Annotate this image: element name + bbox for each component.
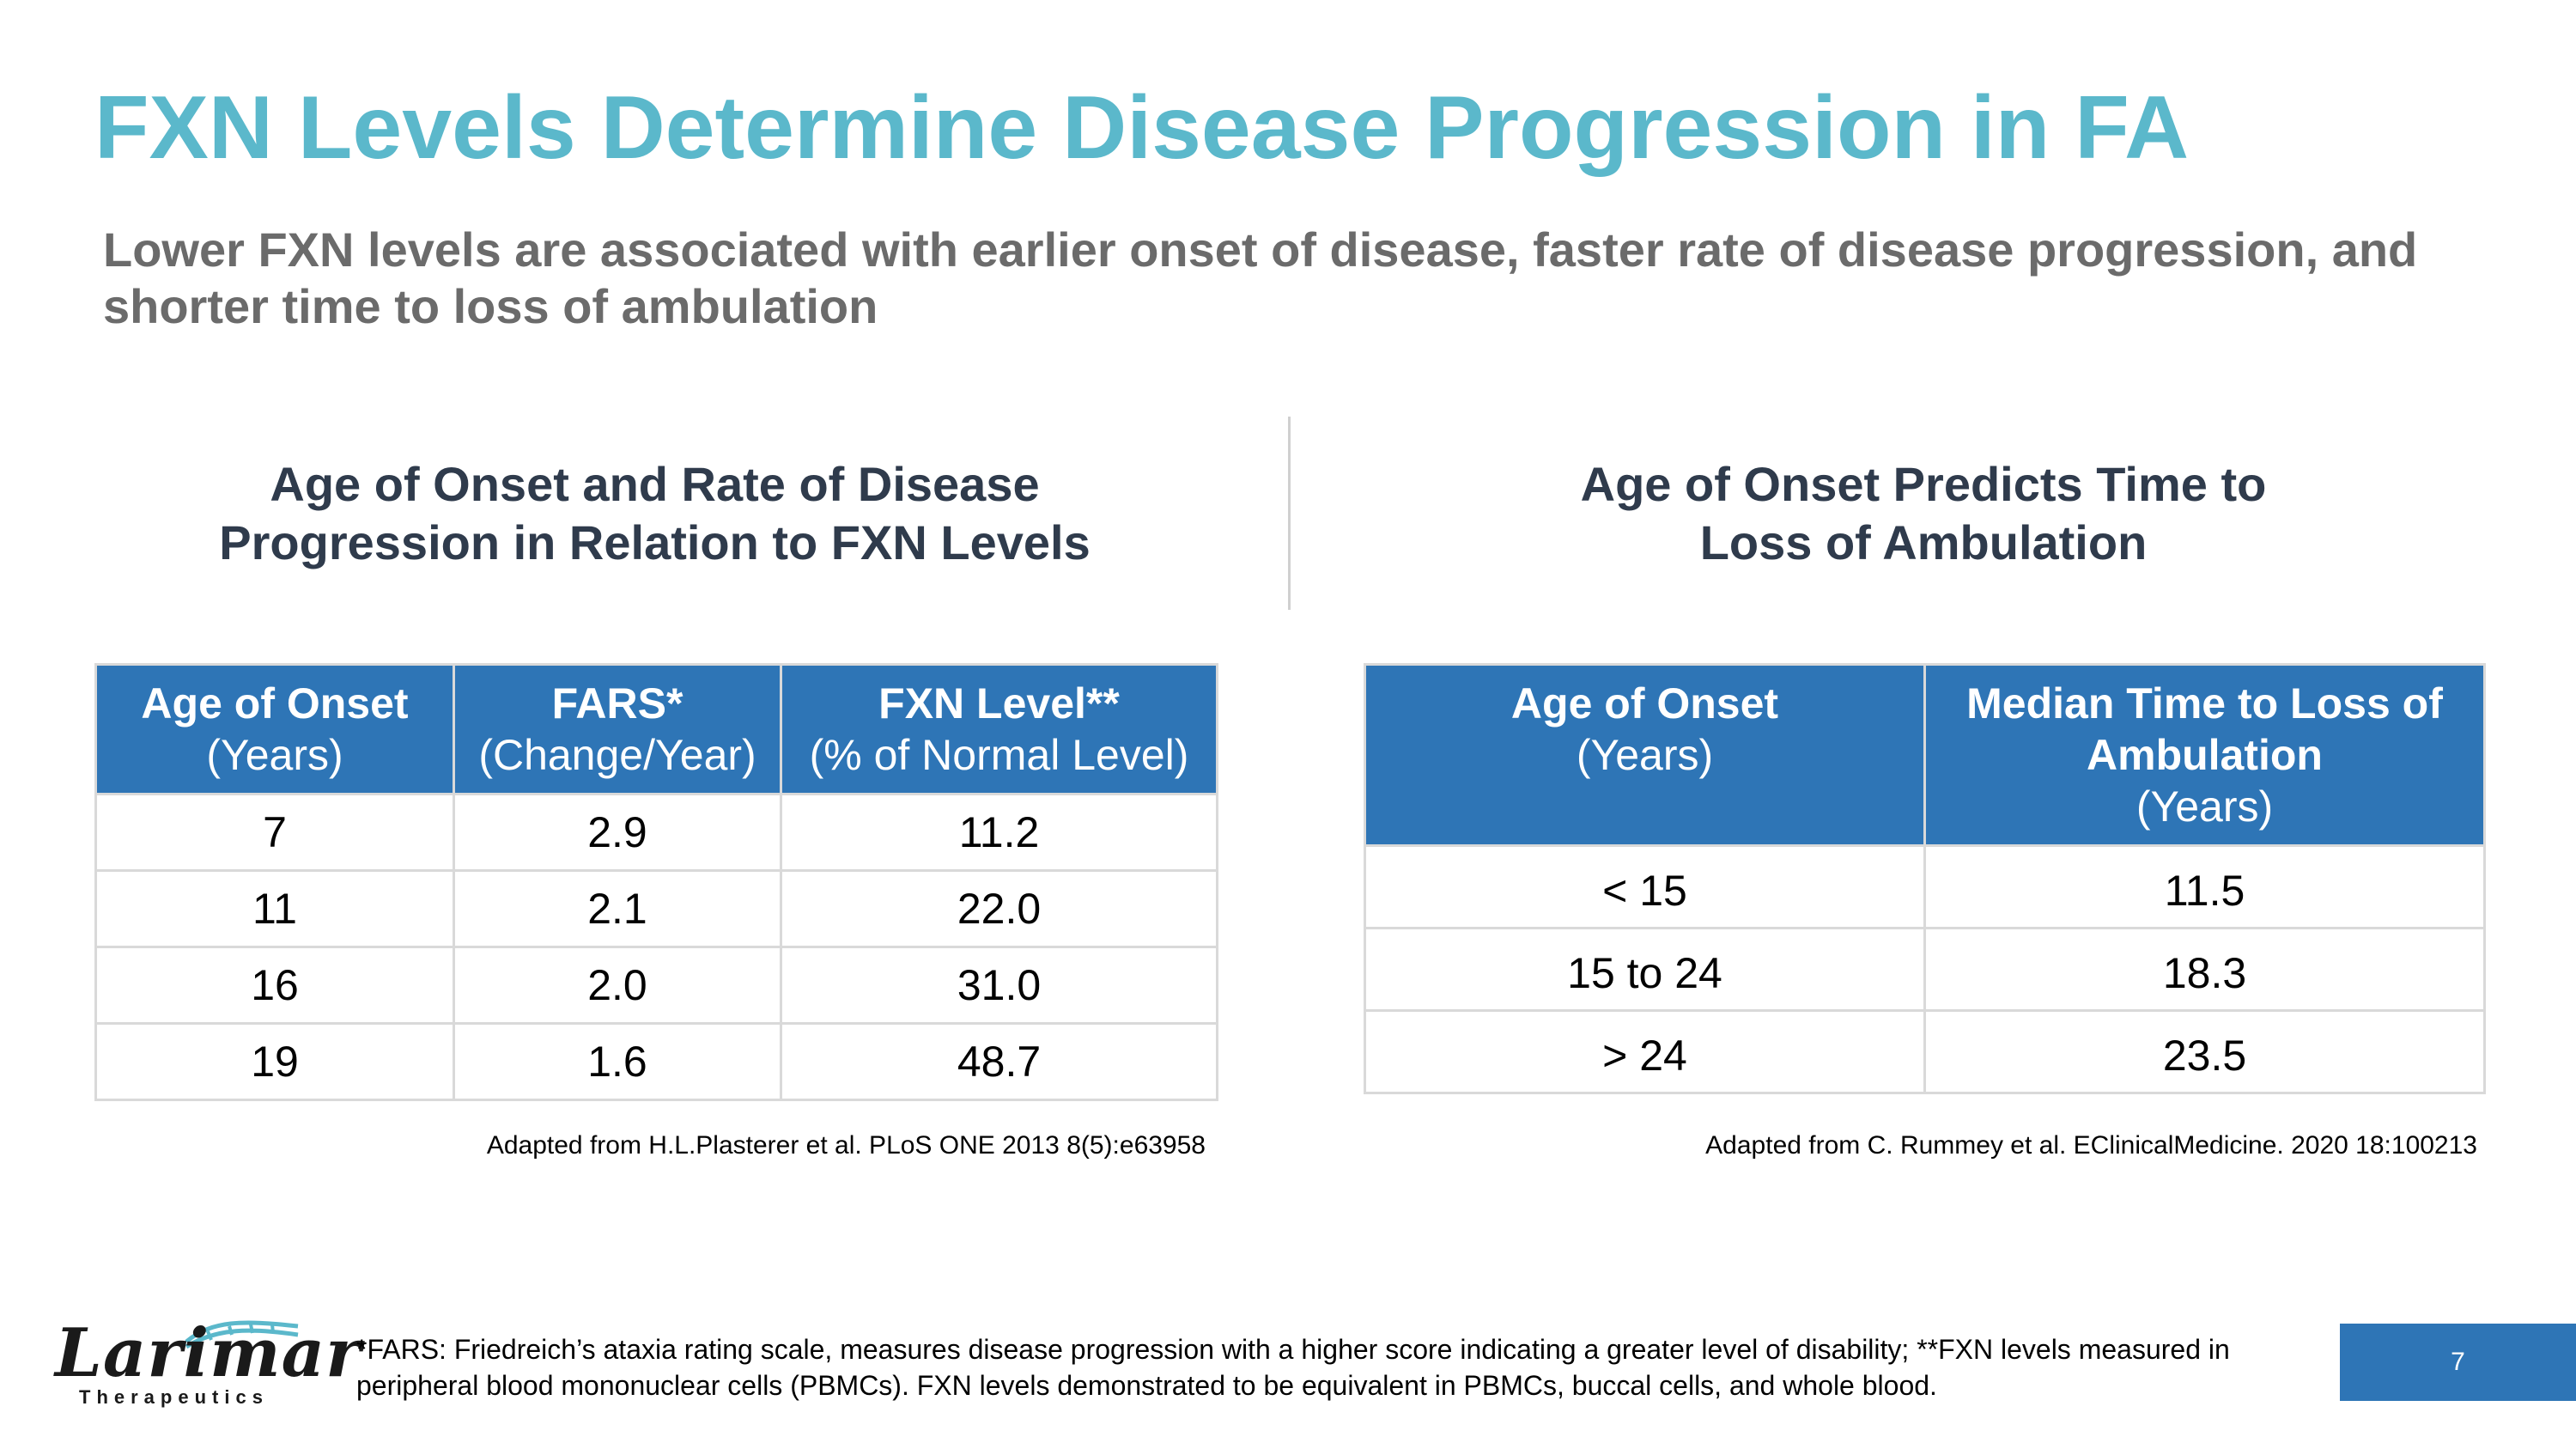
right-section-title-line1: Age of Onset Predicts Time to (1580, 457, 2267, 511)
table-cell: 7 (94, 793, 455, 872)
left-section-title-line2: Progression in Relation to FXN Levels (219, 515, 1091, 569)
left-table-source: Adapted from H.L.Plasterer et al. PLoS O… (486, 1131, 1206, 1160)
logo-wordmark: Larimar (55, 1314, 362, 1392)
header-label: Age of Onset (1510, 679, 1779, 728)
header-fxn-level: FXN Level** (% of Normal Level) (780, 663, 1218, 795)
right-section-title: Age of Onset Predicts Time to Loss of Am… (1365, 455, 2482, 572)
table-row: 7 2.9 11.2 (94, 793, 1218, 872)
table-cell: < 15 (1364, 844, 1926, 929)
table-cell: 16 (94, 946, 455, 1025)
header-median-time: Median Time to Loss of Ambulation (Years… (1923, 663, 2486, 847)
header-label: FXN Level** (878, 679, 1120, 728)
dna-helix-icon (185, 1320, 299, 1349)
table-cell: 31.0 (780, 946, 1218, 1025)
left-section-title-line1: Age of Onset and Rate of Disease (270, 457, 1040, 511)
fxn-levels-table: Age of Onset (Years) FARS* (Change/Year)… (94, 663, 1218, 1101)
slide-title: FXN Levels Determine Disease Progression… (94, 78, 2190, 178)
table-cell: 11 (94, 869, 455, 948)
ambulation-table: Age of Onset (Years) Median Time to Loss… (1364, 663, 2486, 1094)
table-cell: 2.9 (453, 793, 782, 872)
table-cell: 15 to 24 (1364, 927, 1926, 1012)
table-header-row: Age of Onset (Years) Median Time to Loss… (1364, 663, 2486, 847)
header-label: Age of Onset (141, 679, 409, 728)
table-header-row: Age of Onset (Years) FARS* (Change/Year)… (94, 663, 1218, 795)
table-row: 16 2.0 31.0 (94, 946, 1218, 1025)
header-age-of-onset: Age of Onset (Years) (1364, 663, 1926, 847)
header-unit: (% of Normal Level) (809, 731, 1189, 779)
right-table-source: Adapted from C. Rummey et al. EClinicalM… (1705, 1131, 2477, 1160)
logo-subtitle: Therapeutics (79, 1386, 269, 1408)
header-label: FARS* (551, 679, 683, 728)
table-row: 11 2.1 22.0 (94, 869, 1218, 948)
table-cell: 23.5 (1923, 1009, 2486, 1094)
table-cell: 19 (94, 1022, 455, 1101)
table-cell: 22.0 (780, 869, 1218, 948)
table-cell: 11.2 (780, 793, 1218, 872)
slide-subtitle: Lower FXN levels are associated with ear… (103, 222, 2418, 333)
table-cell: 18.3 (1923, 927, 2486, 1012)
header-unit: (Years) (1576, 731, 1714, 779)
left-section-title: Age of Onset and Rate of Disease Progres… (94, 455, 1215, 572)
header-unit: (Years) (2136, 782, 2274, 831)
header-unit: (Years) (206, 731, 343, 779)
table-cell: 2.1 (453, 869, 782, 948)
table-cell: 48.7 (780, 1022, 1218, 1101)
right-section-title-line2: Loss of Ambulation (1699, 515, 2148, 569)
header-fars: FARS* (Change/Year) (453, 663, 782, 795)
footnote: *FARS: Friedreich’s ataxia rating scale,… (356, 1334, 2230, 1401)
header-age-of-onset: Age of Onset (Years) (94, 663, 455, 795)
table-row: > 24 23.5 (1364, 1009, 2486, 1094)
table-row: 15 to 24 18.3 (1364, 927, 2486, 1012)
table-row: 19 1.6 48.7 (94, 1022, 1218, 1101)
table-cell: 1.6 (453, 1022, 782, 1101)
table-cell: > 24 (1364, 1009, 1926, 1094)
table-cell: 2.0 (453, 946, 782, 1025)
company-logo: Larimar Therapeutics (53, 1314, 361, 1417)
table-row: < 15 11.5 (1364, 844, 2486, 929)
header-label: Median Time to Loss of Ambulation (1966, 679, 2443, 779)
section-divider (1288, 417, 1291, 610)
header-unit: (Change/Year) (478, 731, 756, 779)
table-cell: 11.5 (1923, 844, 2486, 929)
page-number: 7 (2340, 1324, 2576, 1401)
